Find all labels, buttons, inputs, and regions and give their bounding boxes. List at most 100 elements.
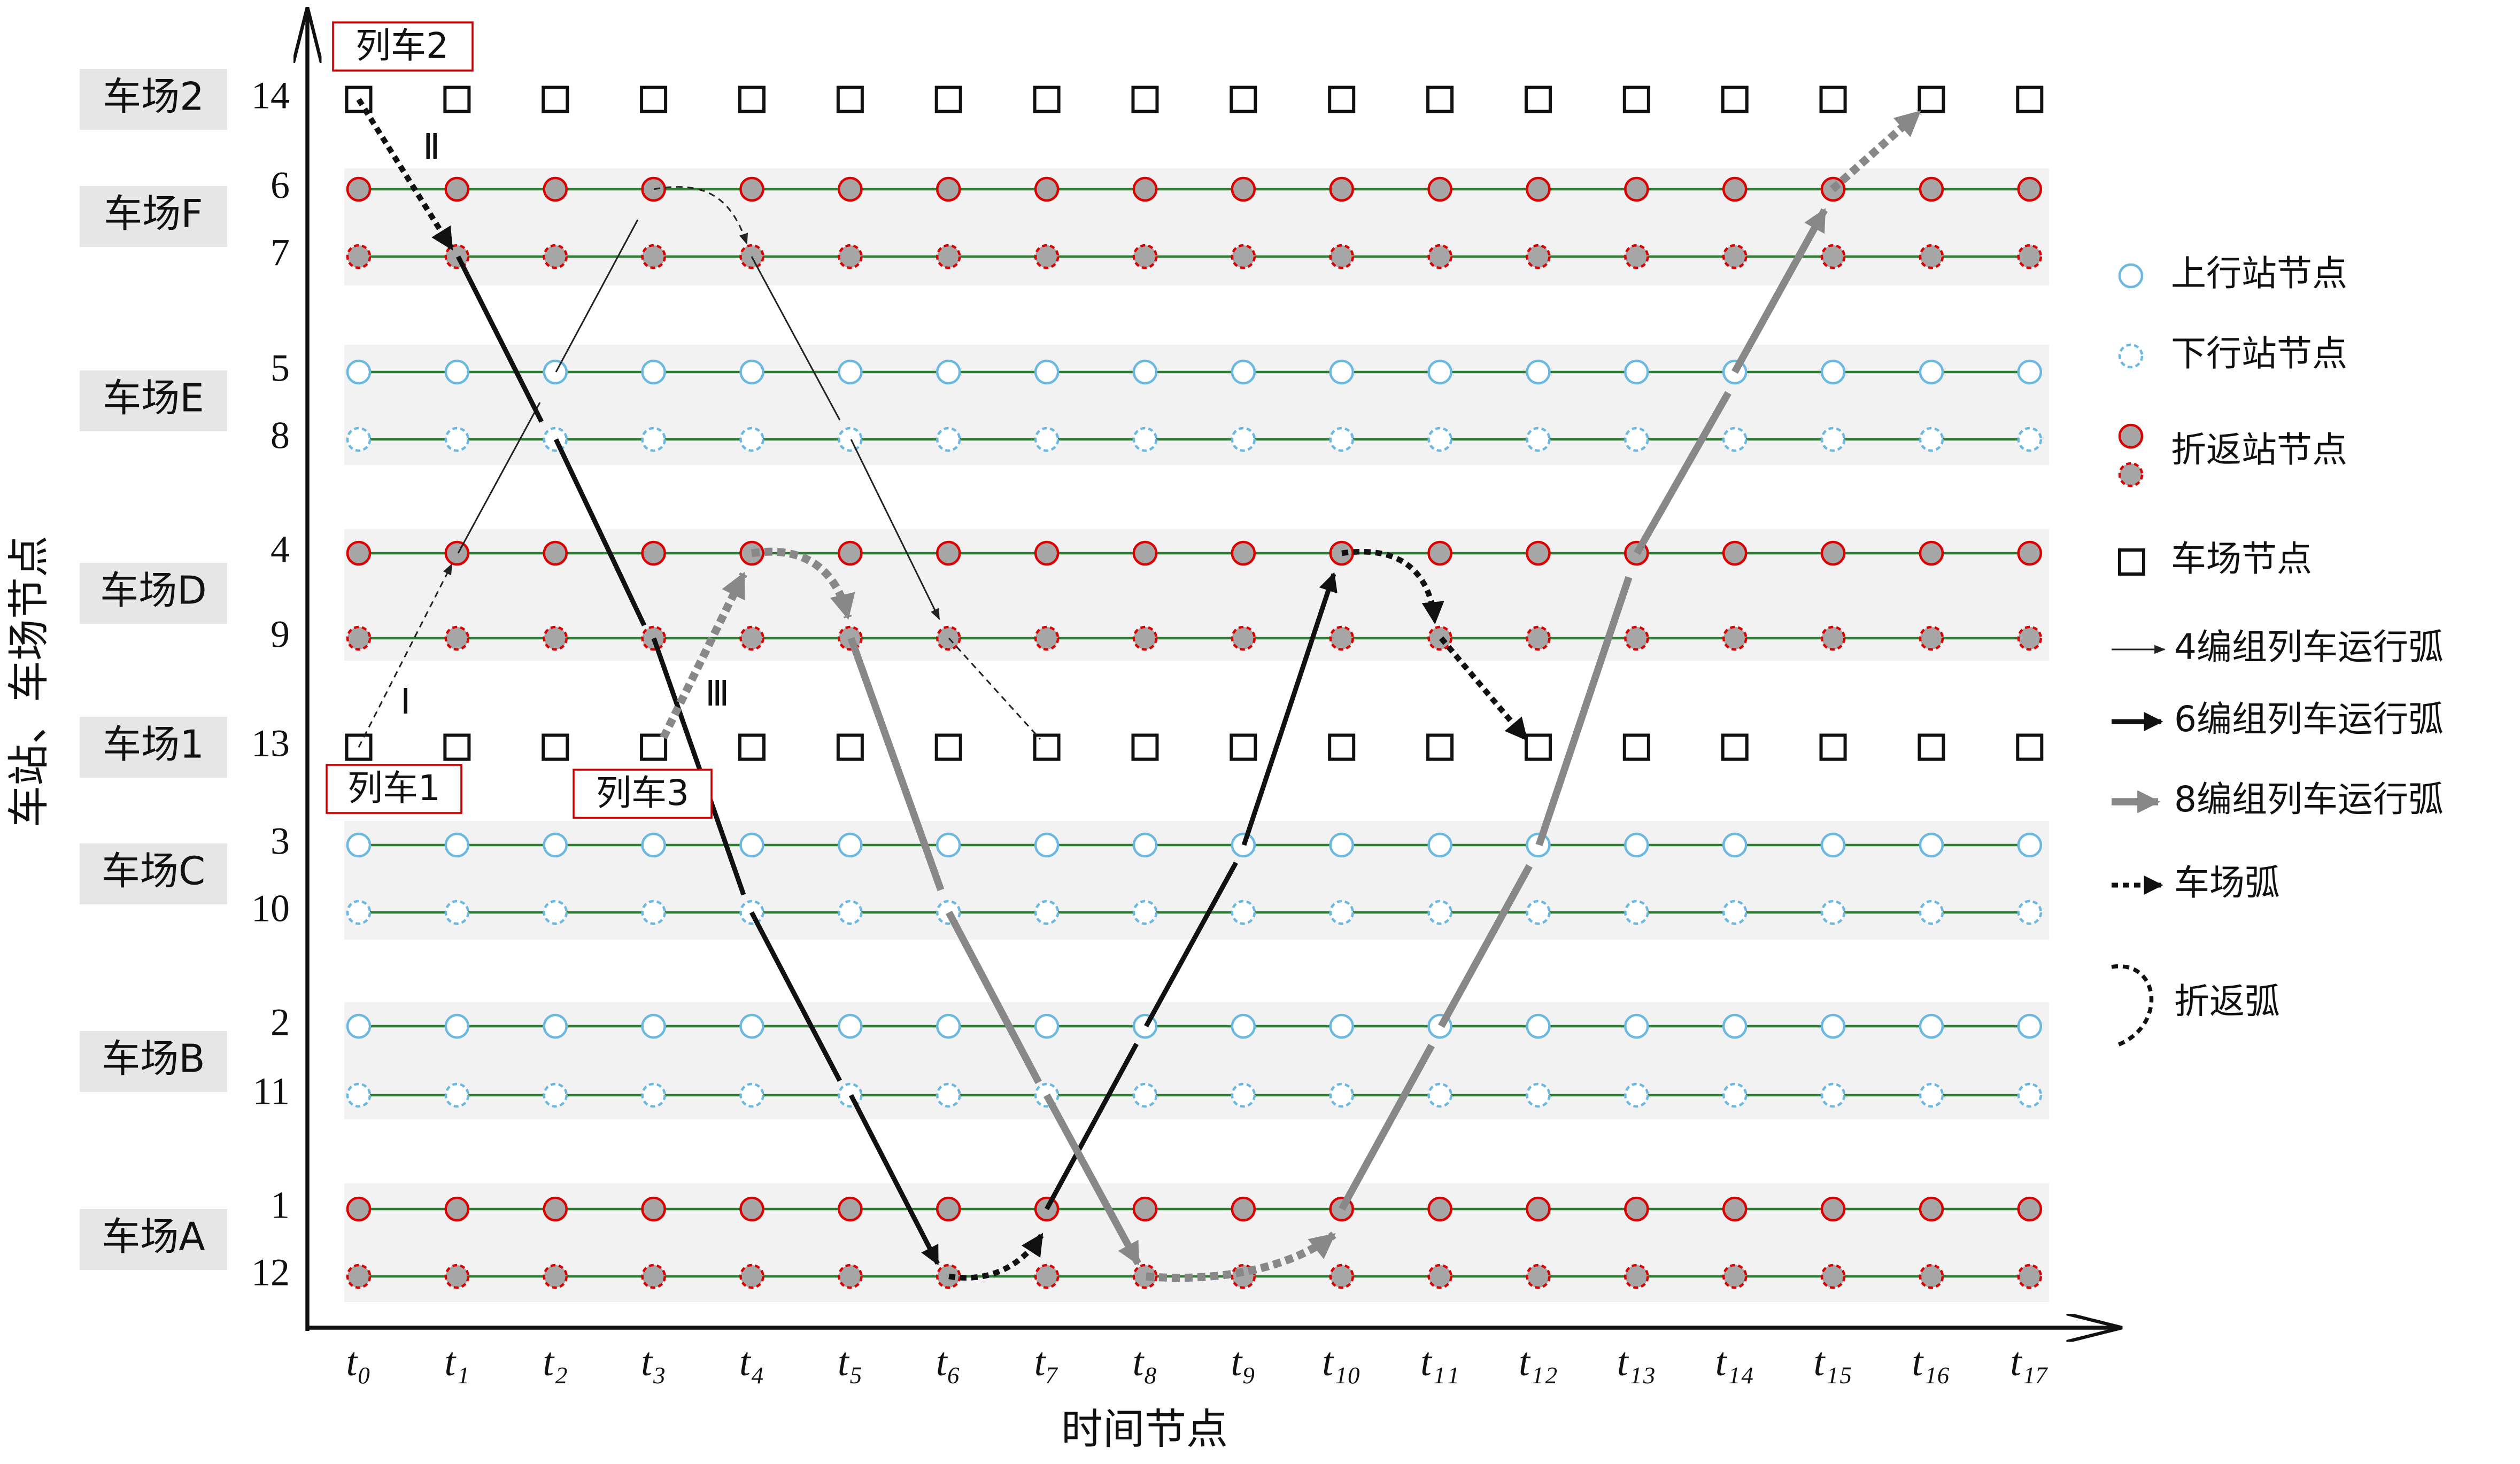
turnback-node xyxy=(1427,1264,1452,1289)
depot-label-box xyxy=(80,370,227,431)
train-2-path xyxy=(356,98,1529,1278)
time-label: t₄ xyxy=(739,1340,764,1384)
turnback-node xyxy=(1231,1196,1256,1222)
down-station-node xyxy=(543,427,568,452)
time-label: t₀ xyxy=(346,1340,372,1384)
train-label-box xyxy=(332,21,474,72)
down-station-node xyxy=(1329,1082,1354,1108)
down-station-node xyxy=(838,1082,863,1108)
time-label: t₁₂ xyxy=(1519,1340,1558,1384)
up-station-node xyxy=(346,359,372,385)
depot-node xyxy=(1328,86,1356,113)
legend-label: 4编组列车运行弧 xyxy=(2174,626,2444,668)
turnback-node xyxy=(444,1264,470,1289)
down-station-node xyxy=(444,427,470,452)
up-station-node xyxy=(543,359,568,385)
up-station-node xyxy=(1427,359,1452,385)
turnback-node xyxy=(1919,625,1944,651)
turnback-node xyxy=(1034,244,1060,269)
train-label: 列车1 xyxy=(347,768,440,809)
depot-node xyxy=(1918,733,1945,761)
depot-node xyxy=(1230,86,1257,113)
depot-node xyxy=(1524,86,1552,113)
turnback-node xyxy=(2017,625,2043,651)
turnback-node xyxy=(1427,625,1452,651)
up-station-node xyxy=(1329,359,1354,385)
turnback-node xyxy=(936,540,961,566)
depot-node xyxy=(1918,86,1945,113)
down-station-node xyxy=(1919,900,1944,925)
turnback-node xyxy=(1231,244,1256,269)
legend-label: 下行站节点 xyxy=(2171,333,2347,374)
turnback-node xyxy=(1624,244,1649,269)
depot-label: 车场A xyxy=(102,1214,205,1259)
down-station-node xyxy=(1526,1082,1551,1108)
turnback-node xyxy=(1427,176,1452,202)
route-mark: Ⅲ xyxy=(705,675,730,714)
row-number: 4 xyxy=(270,528,290,571)
station-band xyxy=(344,168,2049,285)
time-label: t₁₅ xyxy=(1814,1340,1853,1384)
turnback-node xyxy=(1132,176,1158,202)
time-label: t₂ xyxy=(543,1340,568,1384)
depot-node xyxy=(542,86,569,113)
turnback-node xyxy=(1722,176,1748,202)
turnback-node xyxy=(1722,244,1748,269)
depot-node xyxy=(1033,733,1061,761)
row-number: 9 xyxy=(270,613,290,656)
turnback-node xyxy=(641,540,666,566)
down-station-node xyxy=(838,427,863,452)
down-station-node xyxy=(936,1082,961,1108)
turnback-node xyxy=(936,1264,961,1289)
up-station-node xyxy=(1427,832,1452,858)
up-station-node xyxy=(641,1013,666,1039)
time-label: t₇ xyxy=(1034,1340,1060,1384)
up-station-node xyxy=(641,832,666,858)
time-label: t₃ xyxy=(641,1340,666,1384)
time-label: t₁₄ xyxy=(1715,1340,1754,1384)
up-station-node xyxy=(1820,1013,1846,1039)
down-station-node xyxy=(1820,427,1846,452)
turnback-node xyxy=(936,625,961,651)
time-label: t₁₃ xyxy=(1617,1340,1656,1384)
depot-node xyxy=(1622,733,1650,761)
up-station-node xyxy=(1231,1013,1256,1039)
down-station-node xyxy=(444,900,470,925)
turnback-node xyxy=(1820,1264,1846,1289)
depot-label-box xyxy=(80,843,227,904)
depot-node xyxy=(1426,86,1454,113)
up-station-node xyxy=(936,832,961,858)
turnback-node xyxy=(1132,244,1158,269)
down-station-node xyxy=(1427,427,1452,452)
turnback-node xyxy=(2017,1196,2043,1222)
up-station-node xyxy=(1919,359,1944,385)
turnback-node xyxy=(2017,1264,2043,1289)
turnback-node xyxy=(1231,176,1256,202)
depot-node xyxy=(934,86,962,113)
down-station-node xyxy=(1526,900,1551,925)
down-station-node xyxy=(1820,900,1846,925)
turnback-node xyxy=(1231,540,1256,566)
up-station-node xyxy=(936,1013,961,1039)
turnback-node xyxy=(1329,625,1354,651)
depot-label: 车场C xyxy=(102,849,205,894)
up-station-node xyxy=(1231,832,1256,858)
depot-label: 车场D xyxy=(100,568,206,613)
turnback-node xyxy=(346,1264,372,1289)
down-station-node xyxy=(2017,1082,2043,1108)
depot-node xyxy=(1033,86,1061,113)
up-station-node xyxy=(1820,359,1846,385)
down-station-node xyxy=(1722,427,1748,452)
down-station-node xyxy=(1231,900,1256,925)
turnback-node xyxy=(1919,1264,1944,1289)
turnback-node xyxy=(1132,540,1158,566)
up-station-node xyxy=(1132,359,1158,385)
down-station-node xyxy=(1427,1082,1452,1108)
down-station-node xyxy=(346,427,372,452)
depot-node xyxy=(738,733,766,761)
legend-label: 折返站节点 xyxy=(2171,429,2347,470)
up-station-node xyxy=(1624,832,1649,858)
turnback-node xyxy=(1624,176,1649,202)
